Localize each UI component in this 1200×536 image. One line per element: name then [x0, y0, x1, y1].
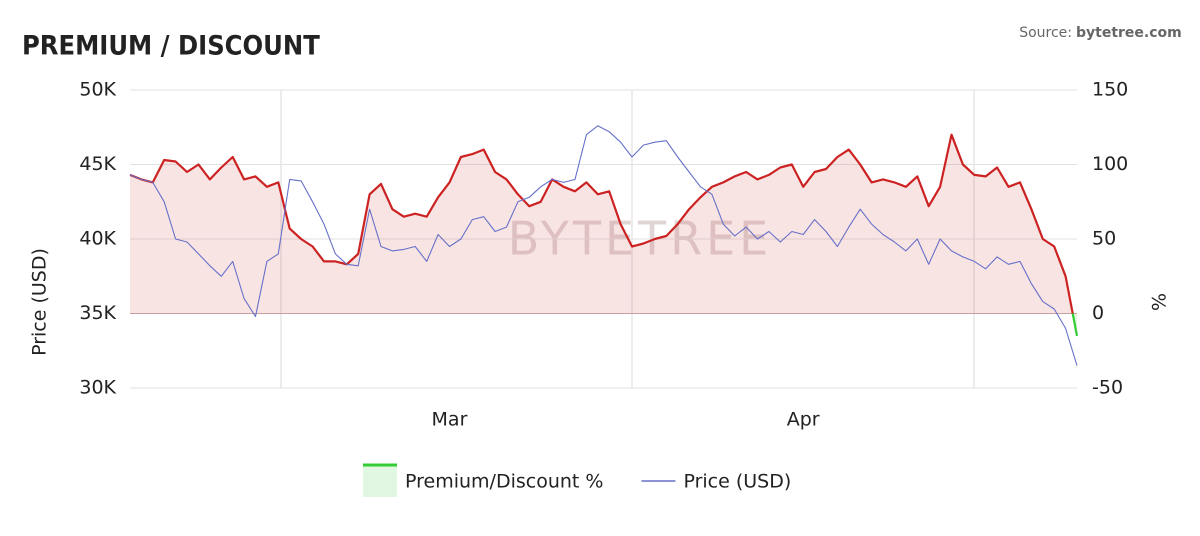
- y-axis-title: Price (USD): [29, 248, 51, 356]
- y-tick-label: 40K: [79, 228, 116, 250]
- source-site: bytetree.com: [1076, 25, 1182, 41]
- y-tick-label: 35K: [79, 302, 116, 324]
- legend-swatch: [363, 465, 397, 497]
- series-line: [129, 125, 1078, 366]
- y2-tick-label: 150: [1092, 79, 1128, 101]
- source-label: Source:: [1019, 25, 1072, 41]
- y2-tick-label: 50: [1092, 228, 1116, 250]
- y-tick-label: 45K: [79, 153, 116, 175]
- y-tick-label: 30K: [79, 377, 116, 399]
- y-tick-label: 50K: [79, 79, 116, 101]
- chart-title: PREMIUM / DISCOUNT: [22, 31, 320, 62]
- x-tick-label: Apr: [787, 409, 820, 431]
- y2-axis-title: %: [1149, 293, 1171, 311]
- y2-tick-label: -50: [1092, 377, 1123, 399]
- legend-label: Premium/Discount %: [405, 471, 603, 493]
- x-tick-label: Mar: [432, 409, 468, 431]
- legend-label: Price (USD): [683, 471, 791, 493]
- area-fill: [130, 134, 1077, 336]
- series-line: [129, 133, 1079, 337]
- y2-tick-label: 0: [1092, 302, 1104, 324]
- y2-tick-label: 100: [1092, 153, 1128, 175]
